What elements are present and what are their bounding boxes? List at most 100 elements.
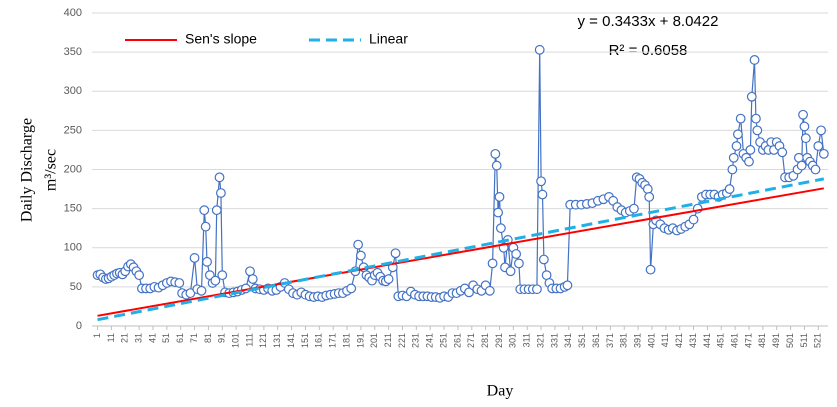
- x-tick-label: 291: [494, 333, 504, 348]
- data-point: [491, 160, 502, 171]
- x-tick-label: 351: [577, 333, 587, 348]
- x-tick-label: 51: [161, 333, 171, 343]
- x-tick-label: 331: [549, 333, 559, 348]
- x-tick-label: 501: [785, 333, 795, 348]
- data-point: [495, 223, 506, 234]
- x-tick-label: 381: [619, 333, 629, 348]
- x-tick-label: 511: [799, 333, 809, 347]
- data-point: [810, 164, 821, 175]
- data-point: [383, 274, 394, 284]
- x-tick-label: 191: [355, 333, 365, 348]
- x-tick-label: 391: [632, 333, 642, 348]
- x-tick-label: 161: [314, 333, 324, 348]
- data-point: [210, 275, 221, 286]
- x-tick-label: 131: [272, 333, 282, 348]
- data-point: [247, 274, 258, 284]
- x-tick-label: 491: [771, 333, 781, 348]
- data-point: [796, 160, 807, 171]
- data-point: [688, 214, 699, 225]
- x-tick-label: 111: [244, 333, 254, 347]
- data-point: [644, 191, 655, 202]
- x-tick-label: 101: [231, 333, 241, 348]
- y-tick-label: 100: [64, 242, 82, 254]
- data-point: [537, 189, 548, 200]
- data-point: [199, 205, 210, 216]
- x-tick-label: 341: [563, 333, 573, 348]
- x-tick-label: 181: [341, 333, 351, 348]
- data-point: [134, 270, 145, 281]
- x-tick-label: 271: [466, 333, 476, 348]
- data-point: [174, 278, 185, 288]
- x-tick-label: 201: [369, 333, 379, 348]
- trend-line: [97, 187, 824, 317]
- x-tick-label: 421: [674, 333, 684, 348]
- x-tick-label: 411: [660, 333, 670, 347]
- data-point: [751, 113, 761, 124]
- x-tick-label: 281: [480, 333, 490, 348]
- data-point: [532, 284, 542, 295]
- equation: y = 0.3433x + 8.0422: [578, 13, 719, 30]
- data-point: [505, 266, 516, 277]
- x-tick-label: 401: [646, 333, 656, 348]
- x-tick-label: 91: [217, 333, 227, 343]
- data-point: [217, 270, 228, 281]
- y-tick-label: 250: [64, 124, 82, 136]
- data-point: [355, 250, 366, 261]
- x-tick-label: 451: [716, 333, 726, 348]
- x-tick-label: 471: [743, 333, 753, 348]
- data-point: [813, 141, 824, 151]
- x-tick-label: 371: [605, 333, 615, 348]
- x-tick-label: 521: [813, 333, 823, 348]
- data-point: [390, 248, 401, 259]
- y-tick-label: 50: [70, 281, 82, 293]
- x-tick-label: 311: [522, 333, 532, 347]
- y-axis-label: Daily Discharge: [19, 118, 36, 222]
- r-squared: R² = 0.6058: [609, 42, 688, 59]
- data-point: [777, 147, 788, 158]
- y-tick-label: 0: [76, 320, 82, 332]
- data-point: [733, 129, 743, 140]
- x-tick-label: 11: [106, 333, 116, 342]
- x-tick-label: 21: [120, 333, 130, 343]
- x-tick-label: 261: [452, 333, 462, 348]
- data-point: [731, 141, 742, 151]
- x-tick-label: 301: [508, 333, 518, 348]
- x-tick-label: 121: [258, 333, 268, 348]
- data-point: [800, 133, 811, 144]
- data-point: [538, 254, 549, 265]
- data-point: [511, 249, 522, 259]
- x-tick-label: 431: [688, 333, 698, 348]
- data-point: [818, 148, 829, 159]
- y-tick-label: 300: [64, 85, 82, 97]
- data-point: [724, 184, 735, 194]
- x-tick-label: 151: [300, 333, 310, 348]
- x-tick-label: 61: [175, 333, 185, 343]
- data-point: [484, 285, 495, 296]
- x-axis-label: Day: [487, 383, 514, 400]
- data-point: [216, 188, 226, 198]
- data-point: [536, 176, 546, 187]
- data-point: [214, 172, 225, 183]
- data-point: [346, 283, 357, 294]
- data-point: [196, 285, 207, 296]
- legend-label: Linear: [369, 31, 408, 47]
- x-tick-label: 481: [757, 333, 767, 348]
- y-tick-label: 150: [64, 203, 82, 215]
- data-point: [735, 113, 746, 124]
- data-point: [749, 55, 760, 65]
- y-tick-label: 350: [64, 46, 82, 58]
- x-tick-label: 211: [383, 333, 393, 347]
- data-point: [534, 44, 545, 55]
- data-point: [746, 91, 757, 102]
- y-axis-unit: m³/sec: [43, 149, 60, 191]
- data-point: [642, 184, 653, 194]
- data-point: [728, 152, 739, 163]
- y-tick-label: 400: [64, 7, 82, 19]
- x-tick-label: 81: [203, 333, 213, 343]
- x-tick-label: 171: [328, 333, 338, 348]
- data-point: [798, 109, 808, 120]
- x-tick-label: 241: [425, 333, 435, 348]
- data-point: [514, 258, 524, 269]
- data-point: [487, 258, 498, 269]
